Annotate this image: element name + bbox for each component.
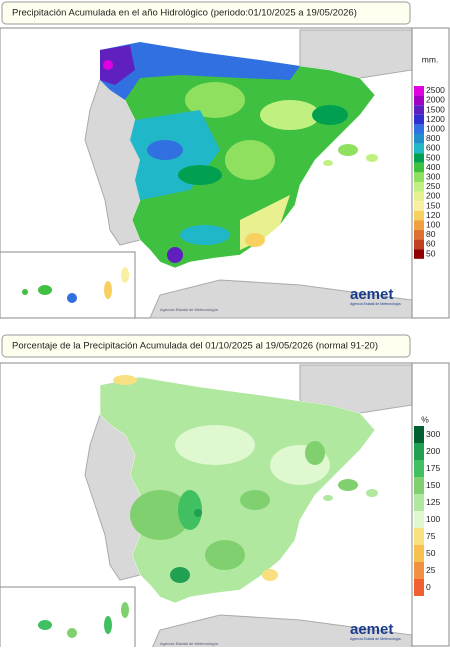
logo: aemet bbox=[350, 286, 393, 303]
legend-label: 150 bbox=[426, 200, 440, 210]
logo: aemet bbox=[350, 621, 393, 638]
legend-swatch bbox=[414, 162, 424, 173]
legend-swatch bbox=[414, 220, 424, 230]
legend-label: 200 bbox=[426, 446, 440, 456]
legend-label: 1200 bbox=[426, 114, 445, 124]
legend-swatch bbox=[414, 579, 424, 596]
legend-swatch bbox=[414, 114, 424, 125]
legend-label: 150 bbox=[426, 480, 440, 490]
legend-swatch bbox=[414, 191, 424, 202]
logo-caption: Agencia Estatal de Meteorología bbox=[350, 637, 401, 641]
legend-swatch bbox=[414, 182, 424, 192]
legend-swatch bbox=[414, 210, 424, 221]
legend-label: 800 bbox=[426, 133, 440, 143]
legend-label: 600 bbox=[426, 143, 440, 153]
legend-swatch bbox=[414, 545, 424, 562]
legend-label: 50 bbox=[426, 548, 436, 558]
legend-swatch bbox=[414, 460, 424, 477]
legend-label: 100 bbox=[426, 219, 440, 229]
legend-swatch bbox=[414, 494, 424, 511]
legend-label: 1000 bbox=[426, 123, 445, 133]
legend-swatch bbox=[414, 172, 424, 182]
legend-swatch bbox=[414, 95, 424, 106]
title: Porcentaje de la Precipitación Acumulada… bbox=[12, 341, 378, 352]
legend-unit: % bbox=[421, 414, 429, 424]
title-box bbox=[1, 1, 411, 25]
legend-swatch bbox=[414, 230, 424, 240]
legend-label: 300 bbox=[426, 429, 440, 439]
legend-label: 125 bbox=[426, 497, 440, 507]
legend-swatch bbox=[414, 201, 424, 211]
legend-swatch bbox=[414, 153, 424, 163]
legend-label: 200 bbox=[426, 191, 440, 201]
panel-2: Porcentaje de la Precipitación Acumulada… bbox=[0, 334, 450, 647]
legend-swatch bbox=[414, 443, 424, 460]
legend-label: 100 bbox=[426, 514, 440, 524]
legend-label: 50 bbox=[426, 248, 436, 258]
legend-label: 120 bbox=[426, 210, 440, 220]
legend-swatch bbox=[414, 134, 424, 144]
legend-label: 2500 bbox=[426, 85, 445, 95]
logo-caption: Agencia Estatal de Meteorología bbox=[350, 302, 401, 306]
islands bbox=[38, 479, 378, 638]
legend-label: 175 bbox=[426, 463, 440, 473]
legend-swatch bbox=[414, 426, 424, 443]
legend-label: 0 bbox=[426, 582, 431, 592]
credit: Agencia Estatal de Meteorología bbox=[160, 641, 219, 646]
legend-label: 250 bbox=[426, 181, 440, 191]
legend-swatch bbox=[414, 86, 424, 96]
islands bbox=[22, 144, 378, 303]
legend-swatch bbox=[414, 528, 424, 545]
legend-swatch bbox=[414, 477, 424, 494]
title: Precipitación Acumulada en el año Hidrol… bbox=[12, 8, 357, 19]
legend-label: 500 bbox=[426, 152, 440, 162]
credit: Agencia Estatal de Meteorología bbox=[160, 307, 219, 312]
legend-label: 1500 bbox=[426, 104, 445, 114]
legend-label: 60 bbox=[426, 239, 436, 249]
legend-swatch bbox=[414, 511, 424, 528]
legend-unit: mm. bbox=[422, 54, 439, 64]
legend-label: 400 bbox=[426, 162, 440, 172]
legend-swatch bbox=[414, 562, 424, 579]
legend-label: 25 bbox=[426, 565, 436, 575]
legend-label: 80 bbox=[426, 229, 436, 239]
legend-swatch bbox=[414, 239, 424, 250]
title-box bbox=[1, 334, 411, 358]
precip-areas bbox=[100, 42, 348, 263]
panel-1: Precipitación Acumulada en el año Hidrol… bbox=[0, 1, 450, 319]
legend-label: 2000 bbox=[426, 95, 445, 105]
legend-swatch bbox=[414, 249, 424, 259]
legend-swatch bbox=[414, 105, 424, 115]
percent-areas bbox=[113, 375, 330, 583]
legend-label: 75 bbox=[426, 531, 436, 541]
legend-label: 300 bbox=[426, 171, 440, 181]
legend-swatch bbox=[414, 143, 424, 154]
legend-swatch bbox=[414, 124, 424, 134]
